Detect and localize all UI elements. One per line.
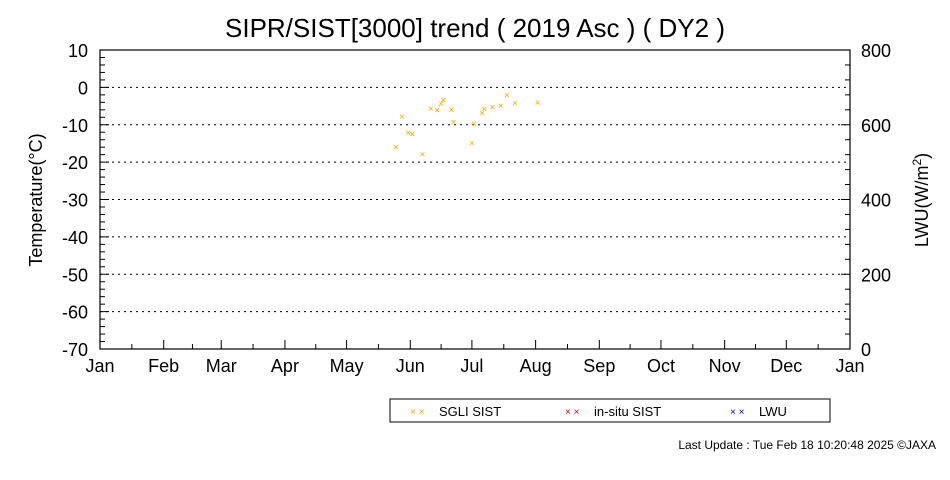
x-tick-label: Dec — [770, 356, 802, 376]
y-axis-label: Temperature(°C) — [26, 133, 46, 266]
data-point: × — [471, 119, 477, 130]
y-tick-label: -10 — [62, 116, 88, 136]
x-tick-label: Apr — [271, 356, 299, 376]
x-axis: Jan Feb Mar Apr May Jun Jul Aug Sep Oct Nov Dec Jan — [85, 340, 865, 376]
x-tick-label: Feb — [148, 356, 179, 376]
data-point: × — [448, 105, 454, 116]
data-point: × — [399, 112, 405, 123]
data-point: × — [438, 99, 444, 110]
last-update-footer: Last Update : Tue Feb 18 10:20:48 2025 ©… — [678, 438, 936, 452]
legend-label: LWU — [759, 404, 787, 419]
x-tick-label: May — [330, 356, 364, 376]
y2-tick-label: 200 — [861, 265, 891, 285]
legend-marker: × × — [730, 407, 745, 418]
y2-axis-label: LWU(W/m2) — [910, 153, 932, 247]
y2-tick-label: 400 — [861, 191, 891, 211]
y2-tick-label: 0 — [861, 340, 871, 360]
legend-box — [389, 398, 831, 423]
data-points: ×××××× ××××××××× × ××× × — [393, 91, 541, 161]
data-point: × — [481, 105, 487, 116]
y2-axis-label-main: LWU(W/m — [912, 166, 932, 248]
x-tick-label: Sep — [583, 356, 615, 376]
y2-axis-label-end: ) — [912, 153, 932, 159]
y2-tick-label: 600 — [861, 116, 891, 136]
data-point: × — [428, 104, 434, 115]
y-axis: 10 0 -10 -20 -30 -40 -50 -60 -70 — [62, 41, 109, 360]
legend-label: in-situ SIST — [594, 404, 661, 419]
grid-lines — [100, 86, 850, 313]
x-tick-label: Mar — [206, 356, 237, 376]
x-tick-label: Jun — [396, 356, 425, 376]
legend-marker: × × — [410, 407, 425, 418]
data-point: × — [490, 102, 496, 113]
data-point: × — [504, 91, 510, 102]
y2-axis: 800 600 400 200 0 — [841, 41, 891, 360]
data-point: × — [434, 106, 440, 117]
y2-tick-label: 800 — [861, 41, 891, 61]
y-tick-label: 10 — [68, 41, 88, 61]
data-point: × — [469, 139, 475, 150]
data-point: × — [535, 98, 541, 109]
legend: × × SGLI SIST × × in-situ SIST × × LWU — [389, 398, 831, 423]
data-point: × — [405, 128, 411, 139]
y-tick-label: 0 — [78, 78, 88, 98]
y-tick-label: -50 — [62, 265, 88, 285]
y2-axis-label-superscript: 2 — [910, 159, 924, 166]
x-tick-label: Jan — [85, 356, 114, 376]
data-point: × — [409, 130, 415, 141]
y-tick-label: -60 — [62, 303, 88, 323]
data-point: × — [512, 99, 518, 110]
legend-marker: × × — [565, 407, 580, 418]
legend-label: SGLI SIST — [439, 404, 501, 419]
x-tick-label: Oct — [647, 356, 675, 376]
data-point: × — [440, 96, 446, 107]
x-tick-label: Jul — [460, 356, 483, 376]
data-point: × — [451, 118, 457, 129]
x-tick-label: Aug — [520, 356, 552, 376]
y-tick-label: -40 — [62, 228, 88, 248]
y-tick-label: -70 — [62, 340, 88, 360]
data-point: × — [420, 149, 426, 160]
data-point: × — [393, 143, 399, 154]
data-point: × — [479, 108, 485, 119]
chart-title: SIPR/SIST[3000] trend ( 2019 Asc ) ( DY2… — [225, 13, 725, 43]
x-tick-label: Jan — [835, 356, 864, 376]
y-tick-label: -20 — [62, 153, 88, 173]
y-tick-label: -30 — [62, 191, 88, 211]
data-point: × — [498, 101, 504, 112]
x-tick-label: Nov — [709, 356, 741, 376]
